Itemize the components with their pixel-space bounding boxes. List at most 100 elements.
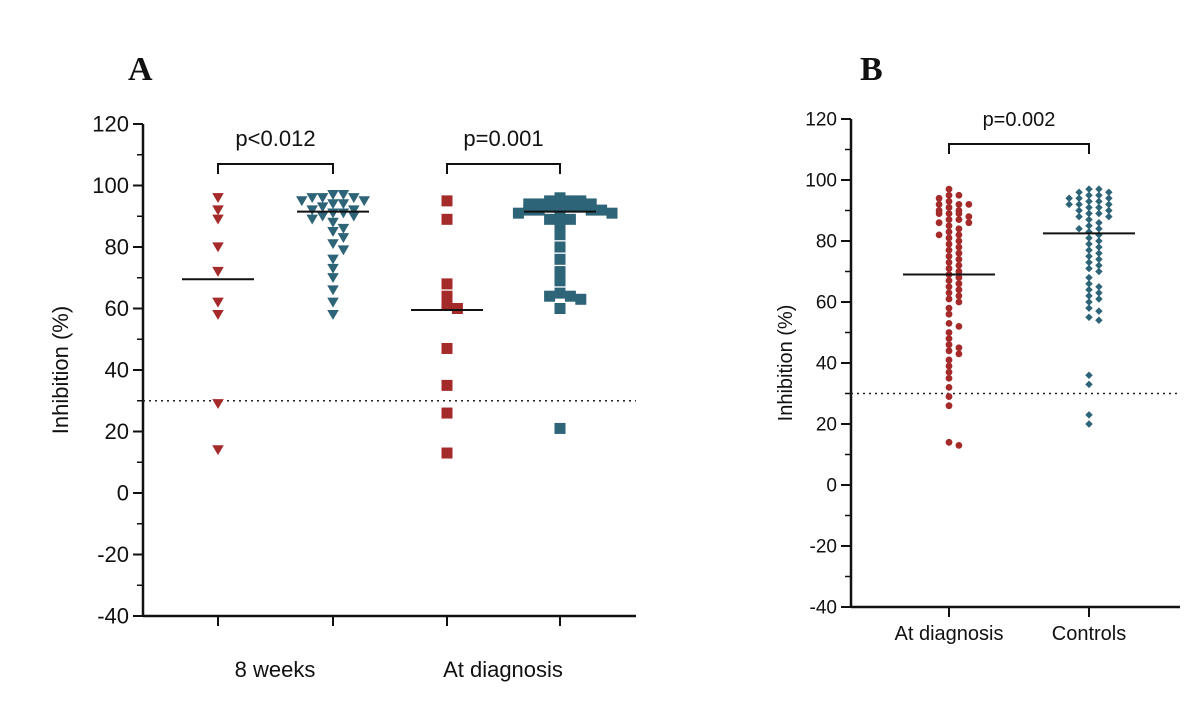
data-point xyxy=(965,213,973,221)
data-point xyxy=(1085,292,1093,300)
y-tick-label: 100 xyxy=(805,171,837,192)
y-tick-label: 80 xyxy=(105,235,129,260)
data-point xyxy=(1095,249,1103,257)
x-group-label: Controls xyxy=(1052,623,1126,645)
data-point xyxy=(945,252,953,260)
data-point xyxy=(554,201,566,213)
data-point xyxy=(1095,243,1103,251)
panel-b: B -40 -20 0 20 40 60 80 100 120 Inhibition (%) At d… xyxy=(775,51,1180,645)
data-point xyxy=(544,195,556,207)
data-point xyxy=(955,280,963,288)
data-point xyxy=(316,202,329,213)
data-point xyxy=(945,246,953,254)
data-point xyxy=(945,222,953,230)
data-point xyxy=(212,242,224,253)
data-point xyxy=(1095,197,1103,206)
data-point xyxy=(1085,258,1093,267)
data-point xyxy=(212,205,224,216)
data-point xyxy=(585,204,597,216)
data-point xyxy=(945,204,953,211)
data-point xyxy=(965,201,973,208)
y-tick-label: -40 xyxy=(97,604,129,629)
data-point xyxy=(1095,191,1103,199)
data-point xyxy=(935,194,943,202)
panel-letter: B xyxy=(860,51,883,88)
data-point xyxy=(212,266,224,277)
data-point xyxy=(955,298,963,306)
data-point xyxy=(1075,212,1083,221)
data-point xyxy=(945,319,953,327)
data-point xyxy=(441,278,453,290)
data-point xyxy=(1085,203,1093,212)
data-point xyxy=(945,329,953,336)
data-point xyxy=(606,207,618,219)
data-point xyxy=(1085,411,1093,419)
data-point xyxy=(212,309,224,320)
data-point xyxy=(564,213,576,225)
data-point xyxy=(945,191,953,199)
data-point xyxy=(1085,298,1093,306)
data-point xyxy=(945,234,953,242)
data-point xyxy=(1105,188,1113,196)
data-point xyxy=(533,204,545,216)
comparison-bracket xyxy=(446,163,561,174)
data-point xyxy=(441,195,453,207)
data-point xyxy=(554,287,566,299)
data-point xyxy=(1105,200,1113,209)
data-point xyxy=(554,210,566,222)
data-point xyxy=(1095,209,1103,218)
data-point xyxy=(945,304,953,312)
data-point xyxy=(337,223,350,234)
data-point xyxy=(945,185,953,193)
p-value-label: p=0.001 xyxy=(463,126,543,151)
data-point xyxy=(945,197,953,205)
data-point xyxy=(575,293,587,305)
data-point xyxy=(935,231,943,239)
data-point xyxy=(348,193,360,204)
y-tick-label: 20 xyxy=(816,415,837,436)
data-point xyxy=(316,193,329,204)
data-point xyxy=(1105,212,1113,221)
p-value-label: p<0.012 xyxy=(235,126,315,151)
data-point xyxy=(945,374,953,382)
data-point xyxy=(575,195,587,207)
data-point xyxy=(554,241,566,253)
data-point xyxy=(955,231,963,239)
data-point xyxy=(327,239,339,250)
data-point xyxy=(564,201,576,213)
data-point xyxy=(1085,197,1093,206)
data-point xyxy=(945,258,953,266)
data-point xyxy=(327,199,339,210)
data-point xyxy=(935,219,943,227)
data-point xyxy=(1085,215,1093,224)
data-point xyxy=(1095,261,1103,270)
data-point xyxy=(955,191,963,199)
data-point xyxy=(945,384,953,391)
data-point xyxy=(955,323,963,330)
y-axis-label: Inhibition (%) xyxy=(775,305,797,422)
comparison-bracket xyxy=(948,143,1090,154)
y-tick-label: 100 xyxy=(92,173,129,198)
data-point xyxy=(1095,225,1103,233)
y-tick-label: 60 xyxy=(105,296,129,321)
data-point xyxy=(1095,237,1103,245)
y-tick-label: 120 xyxy=(805,110,837,131)
data-point xyxy=(596,204,608,216)
data-point xyxy=(1085,185,1093,193)
data-point xyxy=(945,393,953,400)
data-point xyxy=(945,295,953,303)
data-point xyxy=(554,192,566,204)
data-point xyxy=(945,438,953,446)
y-tick-label: 20 xyxy=(105,419,129,444)
data-point xyxy=(327,217,339,228)
data-point xyxy=(212,399,224,410)
data-point xyxy=(1095,203,1103,212)
data-point xyxy=(935,201,943,208)
data-point xyxy=(1095,316,1103,325)
data-point xyxy=(945,341,953,349)
data-point xyxy=(945,402,953,410)
data-point xyxy=(523,204,535,216)
data-point xyxy=(955,274,963,281)
data-point xyxy=(337,233,350,243)
data-point xyxy=(955,292,963,300)
